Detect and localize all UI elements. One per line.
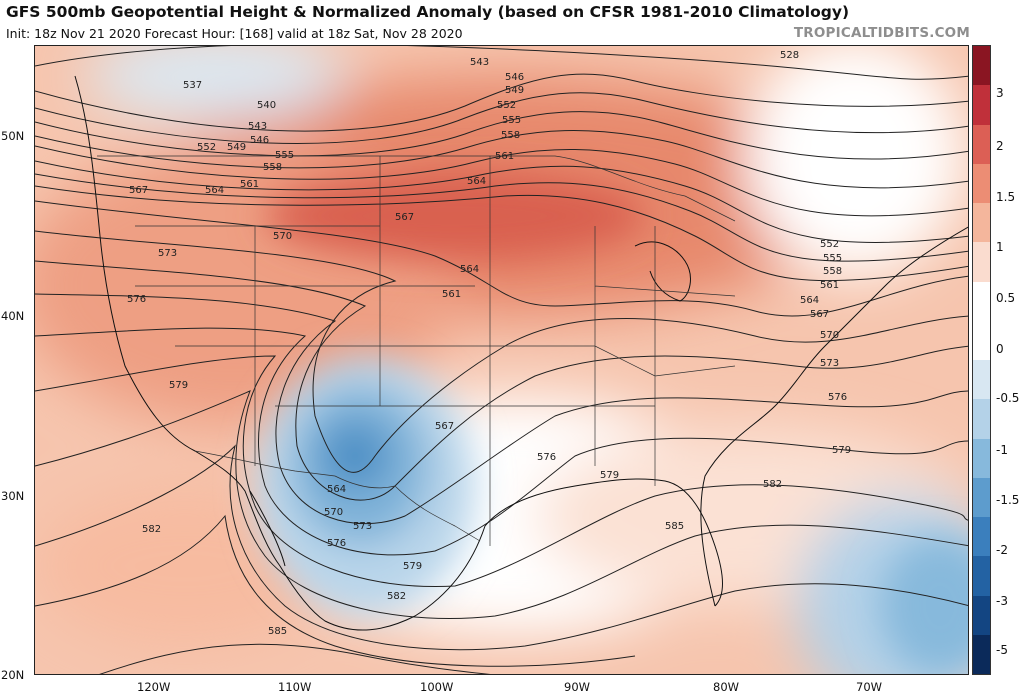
chart-subtitle: Init: 18z Nov 21 2020 Forecast Hour: [16… — [6, 26, 463, 41]
contour-label: 555 — [502, 115, 521, 126]
contour-label: 573 — [353, 521, 372, 532]
contour-label: 582 — [763, 479, 782, 490]
colorbar-segment — [973, 634, 990, 674]
coastlines — [74, 75, 968, 631]
colorbar-label: -2 — [996, 543, 1008, 557]
contour-label: 579 — [169, 380, 188, 391]
map-panel: 528 537 540 543 543 546 546 549 549 552 … — [34, 45, 969, 675]
contour-label: 558 — [263, 162, 282, 173]
contour-label: 564 — [800, 295, 819, 306]
colorbar-segment — [973, 242, 990, 282]
contour-label: 537 — [183, 80, 202, 91]
lat-label: 50N — [1, 129, 25, 143]
contour-label: 573 — [158, 248, 177, 259]
contour-label: 579 — [832, 445, 851, 456]
contour-label: 564 — [460, 264, 479, 275]
contour-label: 540 — [257, 100, 276, 111]
colorbar-segment — [973, 124, 990, 164]
contour-label: 561 — [820, 280, 839, 291]
contour-label: 570 — [324, 507, 343, 518]
contour-label: 546 — [250, 135, 269, 146]
contour-label: 576 — [537, 452, 556, 463]
contour-label: 555 — [823, 253, 842, 264]
contour-label: 561 — [495, 151, 514, 162]
contour-label: 549 — [227, 142, 246, 153]
contour-label: 549 — [505, 85, 524, 96]
colorbar-label: -1.5 — [996, 493, 1020, 507]
anomaly-shading — [35, 46, 968, 674]
chart-title: GFS 500mb Geopotential Height & Normaliz… — [6, 3, 850, 21]
colorbar-segment — [973, 595, 990, 635]
contour-label: 570 — [820, 330, 839, 341]
colorbar-label: -5 — [996, 643, 1008, 657]
colorbar-segment — [973, 320, 990, 360]
colorbar-segment — [973, 360, 990, 400]
colorbar-segment — [973, 46, 990, 86]
lon-label: 90W — [564, 680, 591, 694]
contour-label: 582 — [142, 524, 161, 535]
contour-label: 558 — [501, 130, 520, 141]
lat-label: 30N — [1, 489, 25, 503]
contour-label: 561 — [442, 289, 461, 300]
map-svg: 528 537 540 543 543 546 546 549 549 552 … — [35, 46, 968, 674]
colorbar-label: 1.5 — [996, 190, 1016, 204]
contour-label: 561 — [240, 179, 259, 190]
lon-label: 110W — [278, 680, 312, 694]
contour-label: 579 — [600, 470, 619, 481]
lat-label: 20N — [1, 668, 25, 682]
contour-labels: 528 537 540 543 543 546 546 549 549 552 … — [127, 50, 851, 637]
political-borders — [97, 155, 736, 546]
colorbar-segment — [973, 281, 990, 321]
contour-label: 576 — [127, 294, 146, 305]
contour-label: 576 — [327, 538, 346, 549]
contour-label: 555 — [275, 150, 294, 161]
contour-label: 567 — [129, 185, 148, 196]
colorbar-segment — [973, 203, 990, 243]
contour-label: 576 — [828, 392, 847, 403]
lon-label: 70W — [856, 680, 883, 694]
site-watermark: TROPICALTIDBITS.COM — [793, 25, 970, 41]
lat-label: 40N — [1, 309, 25, 323]
lon-label: 100W — [420, 680, 454, 694]
colorbar-label: 0.5 — [996, 291, 1016, 305]
colorbar-segment — [973, 438, 990, 478]
colorbar-segment — [973, 85, 990, 125]
colorbar-segment — [973, 517, 990, 557]
contour-label: 546 — [505, 72, 524, 83]
colorbar — [972, 45, 991, 675]
contour-label: 552 — [820, 239, 839, 250]
colorbar-label: 0 — [996, 342, 1004, 356]
colorbar-segment — [973, 477, 990, 517]
contour-label: 552 — [497, 100, 516, 111]
contour-label: 585 — [665, 521, 684, 532]
contour-label: 567 — [395, 212, 414, 223]
contour-label: 573 — [820, 358, 839, 369]
contour-label: 543 — [470, 57, 489, 68]
colorbar-segment — [973, 556, 990, 596]
height-contours — [35, 46, 968, 674]
contour-label: 564 — [327, 484, 346, 495]
colorbar-label: -1 — [996, 443, 1008, 457]
colorbar-label: -3 — [996, 594, 1008, 608]
lon-label: 120W — [137, 680, 171, 694]
contour-label: 585 — [268, 626, 287, 637]
colorbar-label: 2 — [996, 139, 1004, 153]
contour-label: 579 — [403, 561, 422, 572]
contour-label: 570 — [273, 231, 292, 242]
contour-label: 558 — [823, 266, 842, 277]
colorbar-segment — [973, 163, 990, 203]
colorbar-label: 3 — [996, 86, 1004, 100]
colorbar-label: 1 — [996, 240, 1004, 254]
contour-label: 564 — [205, 185, 224, 196]
contour-label: 564 — [467, 176, 486, 187]
colorbar-segment — [973, 399, 990, 439]
contour-label: 543 — [248, 121, 267, 132]
contour-label: 552 — [197, 142, 216, 153]
contour-label: 528 — [780, 50, 799, 61]
lon-label: 80W — [713, 680, 740, 694]
contour-label: 567 — [810, 309, 829, 320]
contour-label: 567 — [435, 421, 454, 432]
colorbar-label: -0.5 — [996, 391, 1020, 405]
contour-label: 582 — [387, 591, 406, 602]
